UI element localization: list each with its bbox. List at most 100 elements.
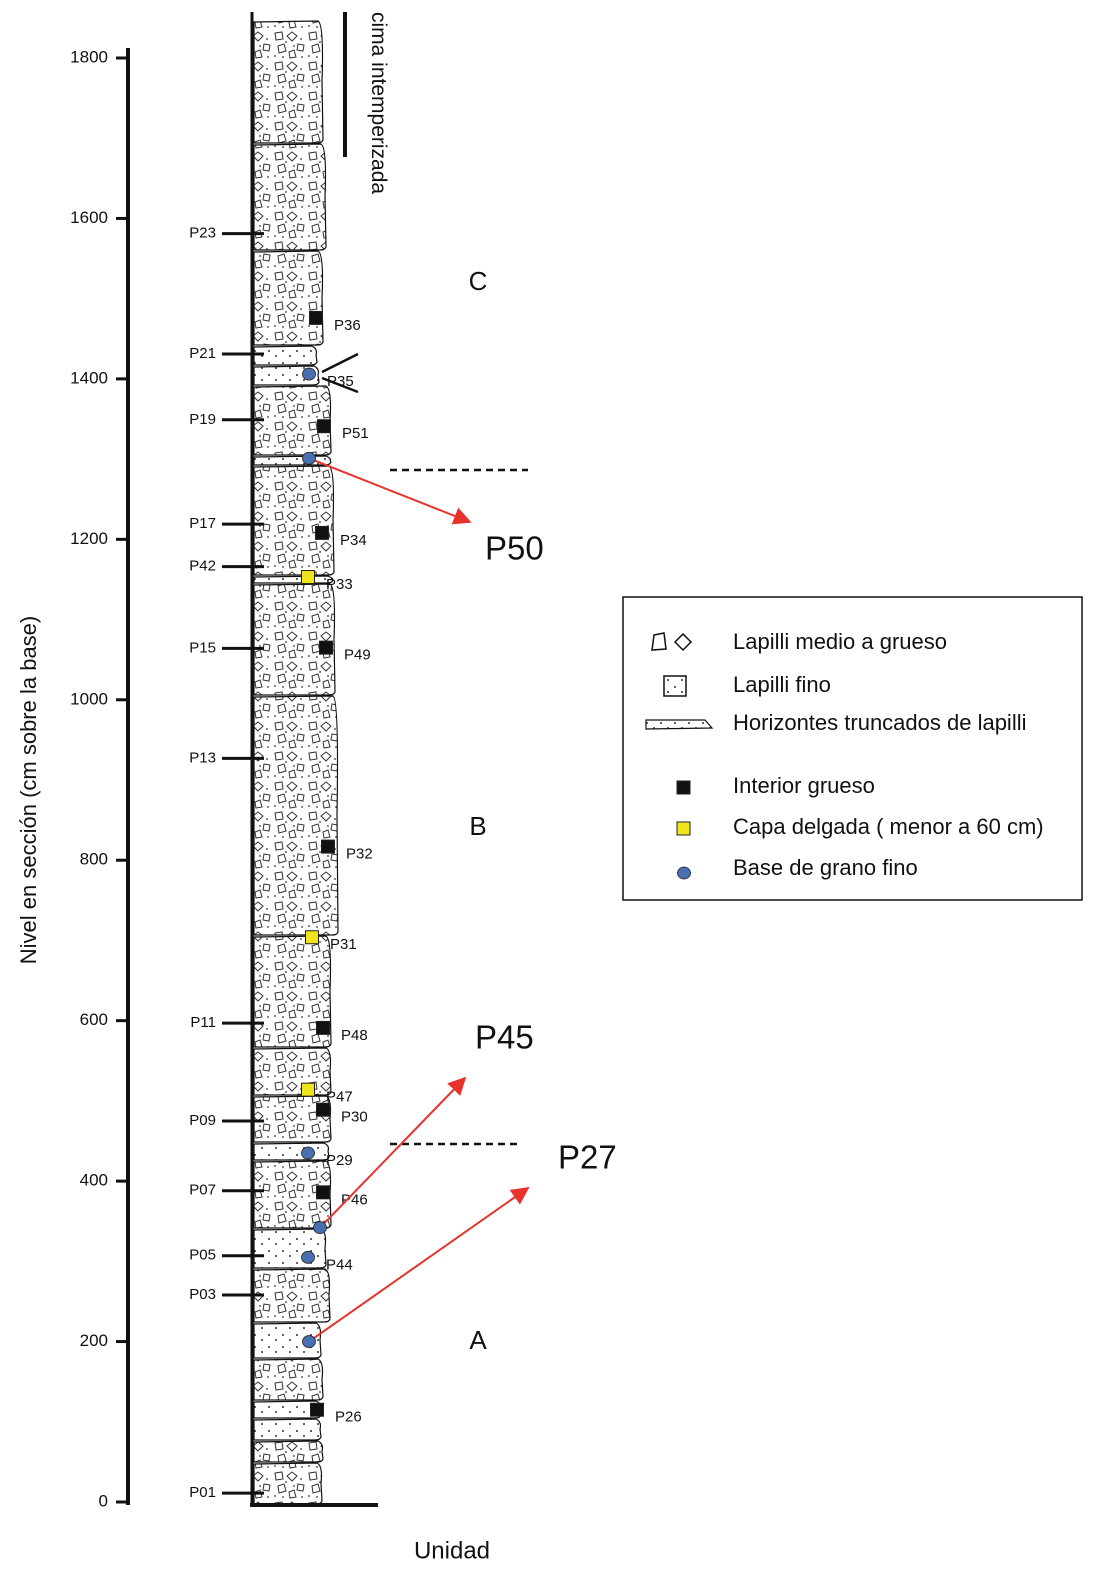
bed	[253, 575, 334, 584]
profile-label: P17	[189, 515, 216, 532]
sample-marker	[309, 310, 323, 325]
y-tick-label: 600	[80, 1010, 108, 1029]
sample-marker	[315, 525, 329, 540]
sample-marker	[313, 1221, 327, 1235]
bed	[253, 465, 335, 576]
sample-label: P26	[335, 1409, 362, 1426]
sample-marker	[302, 1335, 316, 1348]
bed	[253, 1095, 332, 1143]
profile-label: P11	[190, 1014, 216, 1031]
legend-icon	[663, 675, 687, 697]
profile-label: P42	[189, 558, 216, 575]
bed	[253, 1047, 332, 1096]
bed	[253, 20, 324, 144]
bed	[253, 385, 332, 456]
fault	[321, 352, 359, 394]
bed	[253, 345, 318, 366]
bed	[253, 1358, 324, 1401]
y-tick-label: 1200	[70, 529, 108, 548]
sample-label: P32	[346, 846, 373, 863]
arrow	[308, 457, 472, 525]
bed	[253, 143, 327, 251]
highlight-label: P50	[485, 530, 544, 567]
bed	[253, 1228, 327, 1269]
legend-box	[622, 596, 1083, 901]
sample-label: P33	[326, 576, 353, 593]
sample-label: P34	[340, 532, 367, 549]
sample-marker	[317, 419, 331, 434]
legend-marker	[676, 821, 691, 836]
sample-marker	[301, 1250, 315, 1264]
y-tick-label: 1400	[70, 368, 108, 387]
bed	[253, 935, 332, 1048]
bed	[253, 455, 332, 466]
legend-text: Interior grueso	[733, 773, 875, 798]
sample-label: P46	[341, 1191, 368, 1208]
sample-marker	[316, 1020, 330, 1035]
sample-marker	[316, 1185, 330, 1200]
sample-label: P31	[330, 936, 357, 953]
sample-label: P51	[342, 425, 369, 442]
legend-text: Horizontes truncados de lapilli	[733, 710, 1027, 735]
legend-marker	[677, 866, 691, 880]
bed	[253, 365, 320, 386]
legend-text: Base de grano fino	[733, 855, 918, 880]
bed	[253, 1142, 330, 1161]
annotation: cima intemperizada	[367, 12, 390, 194]
sample-label: P44	[326, 1256, 353, 1273]
unit-label: A	[469, 1325, 487, 1355]
bed	[253, 1440, 324, 1463]
profile-label: P23	[189, 225, 216, 242]
sample-marker	[310, 1402, 324, 1417]
profile-label: P09	[189, 1112, 216, 1129]
y-tick-label: 800	[80, 850, 108, 869]
bed	[253, 1462, 323, 1505]
beds	[253, 20, 339, 1505]
y-tick-label: 1600	[70, 208, 108, 227]
profile-label: P19	[189, 411, 216, 428]
sample-label: P49	[344, 647, 371, 664]
sample-marker	[316, 1102, 330, 1117]
legend-text: Capa delgada ( menor a 60 cm)	[733, 814, 1044, 839]
legend-icon	[673, 632, 693, 652]
sample-marker	[302, 367, 316, 381]
sample-label: P36	[334, 317, 361, 334]
y-tick-label: 1000	[70, 689, 108, 708]
profile-label: P07	[189, 1182, 216, 1199]
legend-marker	[676, 780, 691, 795]
profile-label: P21	[189, 345, 216, 362]
sample-marker	[319, 640, 333, 655]
sample-label: P48	[341, 1027, 368, 1044]
x-axis-label: Unidad	[414, 1537, 490, 1564]
y-tick-label: 200	[80, 1331, 108, 1350]
sample-label: P29	[326, 1152, 353, 1169]
bed	[253, 1418, 322, 1441]
sample-marker	[301, 570, 315, 585]
sample-marker	[302, 451, 316, 465]
arrow	[308, 1186, 530, 1343]
y-axis-label: Nivel en sección (cm sobre la base)	[16, 616, 41, 964]
y-tick-label: 0	[99, 1491, 108, 1510]
sample-label: P30	[341, 1109, 368, 1126]
profile-label: P05	[189, 1247, 216, 1264]
legend-icon	[645, 719, 714, 730]
y-tick-label: 400	[80, 1171, 108, 1190]
sample-marker	[301, 1146, 315, 1160]
legend: Lapilli medio a grueso Lapilli fino Hori…	[622, 596, 1083, 901]
arrow	[319, 1076, 467, 1229]
unit-label: C	[469, 266, 488, 296]
legend-icon	[651, 632, 667, 651]
profile-label: P01	[189, 1484, 216, 1501]
legend-text: Lapilli medio a grueso	[733, 629, 947, 654]
profile-label: P13	[189, 749, 216, 766]
legend-text: Lapilli fino	[733, 672, 831, 697]
bed	[253, 583, 336, 696]
bed	[253, 1268, 331, 1323]
sample-marker	[305, 930, 319, 945]
profile-label: P03	[189, 1286, 216, 1303]
bed	[253, 250, 324, 346]
highlight-label: P27	[558, 1139, 617, 1176]
sample-label: P35	[327, 373, 354, 390]
sample-label: P47	[326, 1089, 353, 1106]
